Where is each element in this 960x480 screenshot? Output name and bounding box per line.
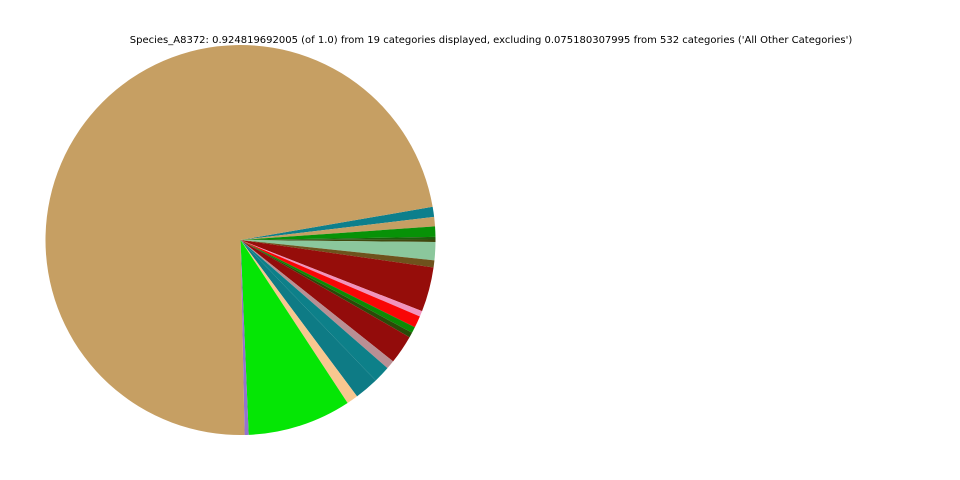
pie-slice-dark-red-2 [240, 240, 410, 362]
pie-slice-olive-brown [240, 240, 435, 268]
pie-slice-pink [240, 240, 423, 317]
pie-slice-dark-olive [240, 239, 436, 243]
pie-slice-purple [240, 240, 249, 435]
pie-slice-dark-green-2 [240, 240, 413, 338]
pie-slice-dark-green-1 [240, 236, 436, 240]
pie-slice-green-2 [240, 240, 415, 333]
pie-slice-red [240, 240, 420, 328]
pie-slice-pale-green [240, 240, 436, 261]
pie-slice-peach [240, 240, 358, 403]
pie-slice-green-1 [240, 226, 436, 240]
pie-slice-tan-thin [240, 216, 436, 240]
pie-slice-dark-red-1 [240, 240, 434, 312]
pie-slice-mauve [240, 240, 394, 369]
pie-slice-bright-green [240, 240, 348, 435]
chart-title: Species_A8372: 0.924819692005 (of 1.0) f… [129, 35, 853, 46]
pie-slice-teal-2 [240, 240, 388, 381]
pie-slice-teal-3 [240, 240, 376, 397]
pie-slice-tan-dominant [45, 45, 433, 436]
pie-slice-teal-1 [240, 206, 435, 240]
